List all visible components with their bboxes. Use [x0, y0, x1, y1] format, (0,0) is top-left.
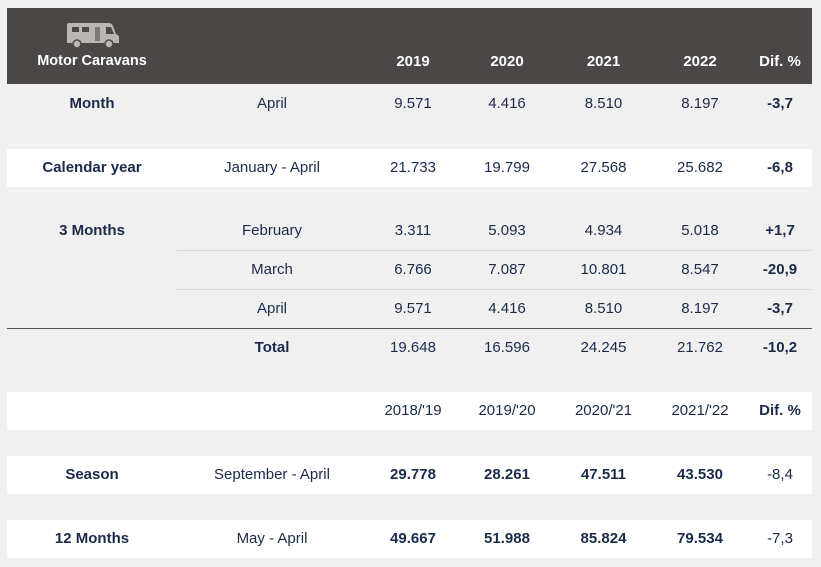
cell-value: 21.762	[677, 339, 723, 356]
cell-diff: -3,7	[767, 95, 793, 112]
cell-value: 8.510	[584, 300, 623, 317]
row-period: September - April	[214, 466, 330, 483]
cell-value: 85.824	[580, 530, 627, 547]
cell-value: 79.534	[677, 530, 723, 547]
cell-diff: -3,7	[767, 300, 793, 317]
cell-diff: -6,8	[767, 159, 793, 176]
row-12-months: 12 Months May - April 49.667 51.988 85.8…	[7, 520, 812, 558]
row-label: Total	[254, 339, 290, 356]
cell-value: 24.245	[580, 339, 627, 356]
col-header-2019: 2019	[396, 53, 430, 70]
table-title: Motor Caravans	[37, 53, 147, 69]
cell-value: 21.733	[390, 159, 436, 176]
cell-value: 51.988	[484, 530, 530, 547]
total-divider	[7, 328, 812, 329]
season-header-row: 2018/'19 2019/'20 2020/'21 2021/'22 Dif.…	[7, 392, 812, 430]
cell-diff: -8,4	[767, 466, 793, 483]
cell-value: 16.596	[484, 339, 530, 356]
row-period: May - April	[236, 530, 308, 547]
motorhome-icon	[67, 23, 119, 49]
row-period: April	[256, 300, 287, 317]
cell-value: 4.934	[584, 222, 623, 239]
col-header-2021: 2021	[586, 53, 621, 70]
cell-diff: -7,3	[767, 530, 793, 547]
col-header-2020-21: 2020/'21	[574, 402, 633, 419]
cell-value: 49.667	[390, 530, 436, 547]
col-header-2019-20: 2019/'20	[478, 402, 536, 419]
row-month: Month April 9.571 4.416 8.510 8.197 -3,7	[7, 85, 812, 123]
row-label: 3 Months	[59, 222, 125, 239]
cell-value: 6.766	[394, 261, 432, 278]
row-label: 12 Months	[54, 530, 130, 547]
row-period: March	[251, 261, 293, 278]
col-header-2022: 2022	[683, 53, 717, 70]
cell-value: 29.778	[390, 466, 436, 483]
cell-value: 4.416	[488, 300, 526, 317]
cell-value: 5.018	[681, 222, 719, 239]
col-header-2018-19: 2018/'19	[384, 402, 442, 419]
cell-value: 25.682	[677, 159, 723, 176]
cell-diff: -20,9	[762, 261, 798, 278]
row-label: Month	[69, 95, 115, 112]
row-period: April	[256, 95, 287, 112]
cell-value: 28.261	[484, 466, 530, 483]
cell-value: 5.093	[488, 222, 526, 239]
row-period: February	[241, 222, 303, 239]
col-header-diff: Dif. %	[759, 402, 801, 419]
cell-value: 19.648	[390, 339, 436, 356]
row-3months-february: 3 Months February 3.311 5.093 4.934 5.01…	[7, 212, 812, 250]
table-header: Motor Caravans 2019 2020 2021 2022 Dif. …	[7, 8, 812, 84]
cell-value: 10.801	[580, 261, 627, 278]
cell-value: 8.197	[681, 95, 719, 112]
row-3months-total: Total 19.648 16.596 24.245 21.762 -10,2	[7, 329, 812, 367]
cell-value: 7.087	[488, 261, 526, 278]
cell-value: 8.510	[584, 95, 623, 112]
cell-value: 3.311	[394, 222, 432, 239]
cell-value: 4.416	[488, 95, 526, 112]
cell-value: 8.197	[681, 300, 719, 317]
row-3months-april: April 9.571 4.416 8.510 8.197 -3,7	[7, 290, 812, 328]
cell-value: 8.547	[681, 261, 719, 278]
row-divider	[177, 250, 812, 251]
cell-value: 19.799	[484, 159, 530, 176]
row-label: Calendar year	[42, 159, 142, 176]
cell-value: 47.511	[580, 466, 627, 483]
row-season: Season September - April 29.778 28.261 4…	[7, 456, 812, 494]
cell-diff: -10,2	[762, 339, 798, 356]
row-period: January - April	[224, 159, 320, 176]
col-header-2021-22: 2021/'22	[671, 402, 729, 419]
row-3months-march: March 6.766 7.087 10.801 8.547 -20,9	[7, 251, 812, 289]
cell-value: 43.530	[677, 466, 723, 483]
row-divider	[177, 289, 812, 290]
cell-diff: +1,7	[765, 222, 795, 239]
cell-value: 9.571	[394, 95, 432, 112]
row-calendar-year: Calendar year January - April 21.733 19.…	[7, 149, 812, 187]
col-header-2020: 2020	[490, 53, 524, 70]
row-label: Season	[65, 466, 119, 483]
cell-value: 27.568	[580, 159, 627, 176]
cell-value: 9.571	[394, 300, 432, 317]
col-header-diff: Dif. %	[759, 53, 801, 70]
